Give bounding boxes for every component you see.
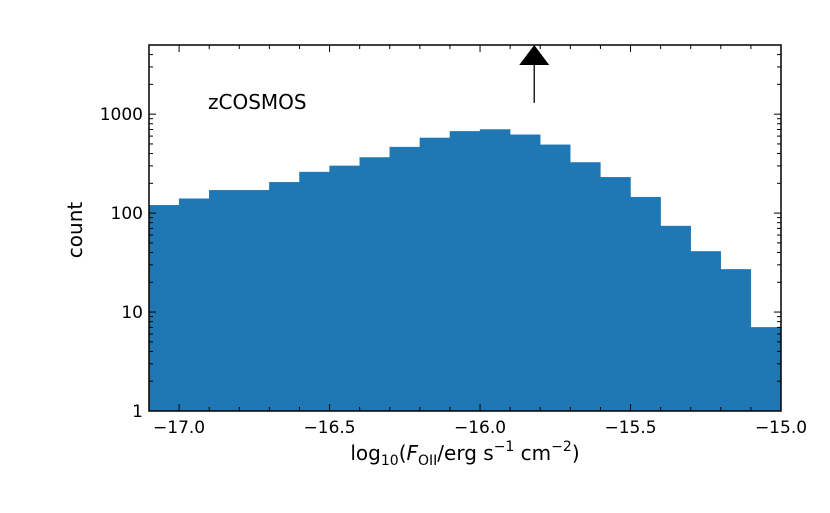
y-tick-label: 10 [121, 303, 143, 323]
x-tick-label: −17.0 [153, 418, 205, 438]
x-title-close: ) [572, 441, 580, 465]
histogram-bar [570, 162, 601, 412]
y-axis-title: count [63, 202, 87, 259]
x-title-mid2: cm [514, 441, 551, 465]
y-tick-label: 1000 [100, 105, 143, 125]
x-title-exp1: −1 [494, 439, 515, 455]
arrow-head [519, 45, 550, 65]
x-title-exp2: −2 [551, 439, 572, 455]
y-tick-labels: 1 10 100 1000 [100, 105, 143, 422]
plot-frame [148, 44, 782, 412]
histogram-bar [419, 137, 451, 412]
arrow-marker [519, 45, 550, 103]
annotation-zcosmos: zCOSMOS [208, 90, 307, 114]
histogram-bar [208, 190, 240, 412]
x-title-var: F [407, 441, 419, 465]
histogram-bar [269, 182, 300, 412]
x-title-var-sub: OII [418, 453, 437, 469]
histogram-bar [509, 134, 541, 412]
histogram-bar [299, 171, 330, 412]
histogram-bar [479, 129, 511, 412]
histogram-bar [630, 196, 661, 412]
y-tick-label: 1 [132, 402, 143, 422]
histogram-bar [148, 205, 180, 412]
histogram-bar [178, 198, 210, 412]
histogram-bar [600, 177, 631, 412]
histogram-bar [449, 131, 481, 412]
histogram-bar [329, 165, 360, 412]
x-title-prefix-sub: 10 [381, 453, 399, 469]
histogram-bar [540, 144, 571, 412]
x-title-mid: /erg s [437, 441, 493, 465]
x-tick-label: −16.5 [304, 418, 356, 438]
x-tick-label: −15.5 [604, 418, 656, 438]
x-title-prefix: log [350, 441, 381, 465]
histogram-bars [148, 129, 782, 412]
histogram-bar [359, 157, 390, 412]
histogram-bar [239, 190, 270, 412]
x-tick-label: −15.0 [755, 418, 807, 438]
histogram-bar [750, 327, 782, 412]
y-tick-label: 100 [111, 204, 143, 224]
histogram-bar [389, 146, 421, 412]
x-title-open: ( [399, 441, 407, 465]
histogram-bar [720, 269, 752, 412]
histogram-bar [690, 251, 722, 412]
x-tick-label: −16.0 [454, 418, 506, 438]
x-axis-title: log10(FOII/erg s−1 cm−2) [350, 439, 579, 469]
x-tick-labels: −17.0 −16.5 −16.0 −15.5 −15.0 [153, 418, 807, 438]
histogram-bar [660, 225, 691, 412]
